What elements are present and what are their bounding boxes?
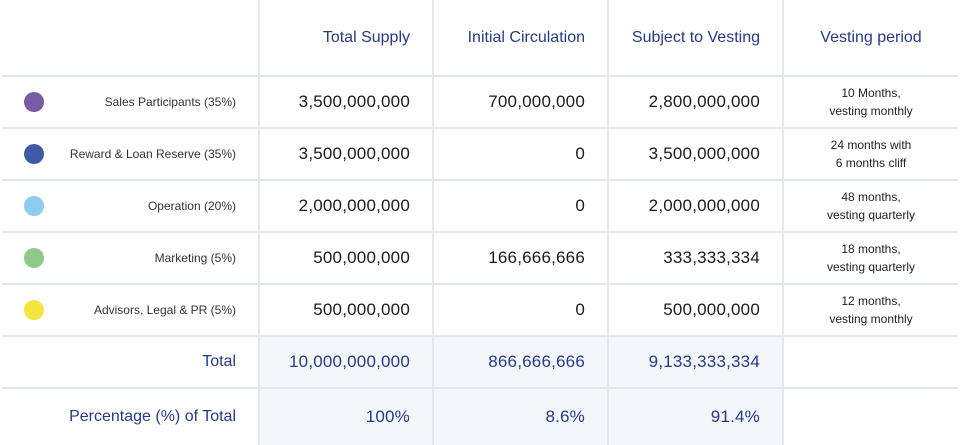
total-row-label: Total	[2, 337, 260, 389]
vesting-line: 48 months,	[841, 190, 901, 204]
legend-dot-icon	[24, 196, 44, 216]
vesting-line: 18 months,	[841, 242, 901, 256]
legend-dot-icon	[24, 300, 44, 320]
cell-total-supply: 3,500,000,000	[260, 129, 434, 181]
row-label-text: Marketing (5%)	[154, 251, 236, 265]
cell-vesting-period: 18 months, vesting quarterly	[784, 233, 958, 285]
row-label-text: Reward & Loan Reserve (35%)	[69, 147, 236, 161]
table-row-label: Advisors, Legal & PR (5%)	[2, 285, 260, 337]
cell-vesting-period: 10 Months, vesting monthly	[784, 77, 958, 129]
vesting-line: 12 months,	[841, 294, 901, 308]
total-subject-to-vesting: 9,133,333,334	[609, 337, 784, 389]
cell-subject-to-vesting: 3,500,000,000	[609, 129, 784, 181]
legend-dot-icon	[24, 144, 44, 164]
header-vesting-period: Vesting period	[784, 0, 958, 77]
cell-total-supply: 3,500,000,000	[260, 77, 434, 129]
percentage-initial-circulation: 8.6%	[434, 389, 609, 445]
table-row-label: Marketing (5%)	[2, 233, 260, 285]
table-row-label: Sales Participants (35%)	[2, 77, 260, 129]
header-total-supply: Total Supply	[260, 0, 434, 77]
vesting-line: vesting monthly	[829, 104, 913, 118]
vesting-line: 24 months with	[830, 138, 912, 152]
percentage-subject-to-vesting: 91.4%	[609, 389, 784, 445]
cell-total-supply: 500,000,000	[260, 285, 434, 337]
vesting-line: vesting monthly	[829, 312, 913, 326]
cell-initial-circulation: 166,666,666	[434, 233, 609, 285]
legend-dot-icon	[24, 248, 44, 268]
header-initial-circulation: Initial Circulation	[434, 0, 609, 77]
header-blank-cell	[2, 0, 260, 77]
cell-vesting-period: 12 months, vesting monthly	[784, 285, 958, 337]
vesting-line: vesting quarterly	[826, 260, 916, 274]
row-label-text: Operation (20%)	[147, 199, 236, 213]
row-label-text: Advisors, Legal & PR (5%)	[93, 303, 236, 317]
cell-initial-circulation: 700,000,000	[434, 77, 609, 129]
cell-vesting-period: 48 months, vesting quarterly	[784, 181, 958, 233]
header-subject-to-vesting: Subject to Vesting	[609, 0, 784, 77]
cell-vesting-period: 24 months with 6 months cliff	[784, 129, 958, 181]
cell-total-supply: 2,000,000,000	[260, 181, 434, 233]
table-row-label: Operation (20%)	[2, 181, 260, 233]
table-row-label: Reward & Loan Reserve (35%)	[2, 129, 260, 181]
percentage-vesting-blank	[784, 389, 958, 445]
percentage-row-label: Percentage (%) of Total	[2, 389, 260, 445]
cell-total-supply: 500,000,000	[260, 233, 434, 285]
percentage-total-supply: 100%	[260, 389, 434, 445]
cell-initial-circulation: 0	[434, 181, 609, 233]
total-total-supply: 10,000,000,000	[260, 337, 434, 389]
vesting-line: 10 Months,	[841, 86, 901, 100]
cell-subject-to-vesting: 333,333,334	[609, 233, 784, 285]
row-label-text: Sales Participants (35%)	[104, 95, 236, 109]
cell-subject-to-vesting: 500,000,000	[609, 285, 784, 337]
vesting-line: 6 months cliff	[835, 156, 907, 170]
cell-initial-circulation: 0	[434, 285, 609, 337]
total-vesting-blank	[784, 337, 958, 389]
vesting-line: vesting quarterly	[826, 208, 916, 222]
cell-subject-to-vesting: 2,800,000,000	[609, 77, 784, 129]
total-initial-circulation: 866,666,666	[434, 337, 609, 389]
legend-dot-icon	[24, 92, 44, 112]
cell-initial-circulation: 0	[434, 129, 609, 181]
cell-subject-to-vesting: 2,000,000,000	[609, 181, 784, 233]
